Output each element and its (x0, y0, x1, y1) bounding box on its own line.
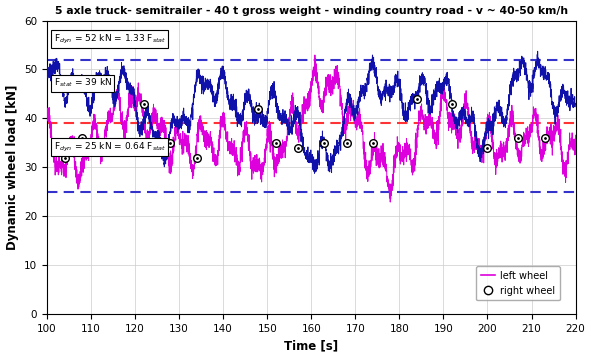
Text: F$_{stat}$ = 39 kN: F$_{stat}$ = 39 kN (54, 77, 112, 89)
Y-axis label: Dynamic wheel load [kN]: Dynamic wheel load [kN] (5, 84, 18, 250)
X-axis label: Time [s]: Time [s] (284, 339, 338, 352)
Text: F$_{dyn}$ = 52 kN = 1.33 F$_{stat}$: F$_{dyn}$ = 52 kN = 1.33 F$_{stat}$ (54, 33, 166, 46)
Title: 5 axle truck- semitrailer - 40 t gross weight - winding country road - v ~ 40-50: 5 axle truck- semitrailer - 40 t gross w… (55, 6, 568, 15)
Text: F$_{dyn}$ = 25 kN = 0.64 F$_{stat}$: F$_{dyn}$ = 25 kN = 0.64 F$_{stat}$ (54, 140, 166, 154)
Legend: left wheel, right wheel: left wheel, right wheel (476, 266, 560, 300)
